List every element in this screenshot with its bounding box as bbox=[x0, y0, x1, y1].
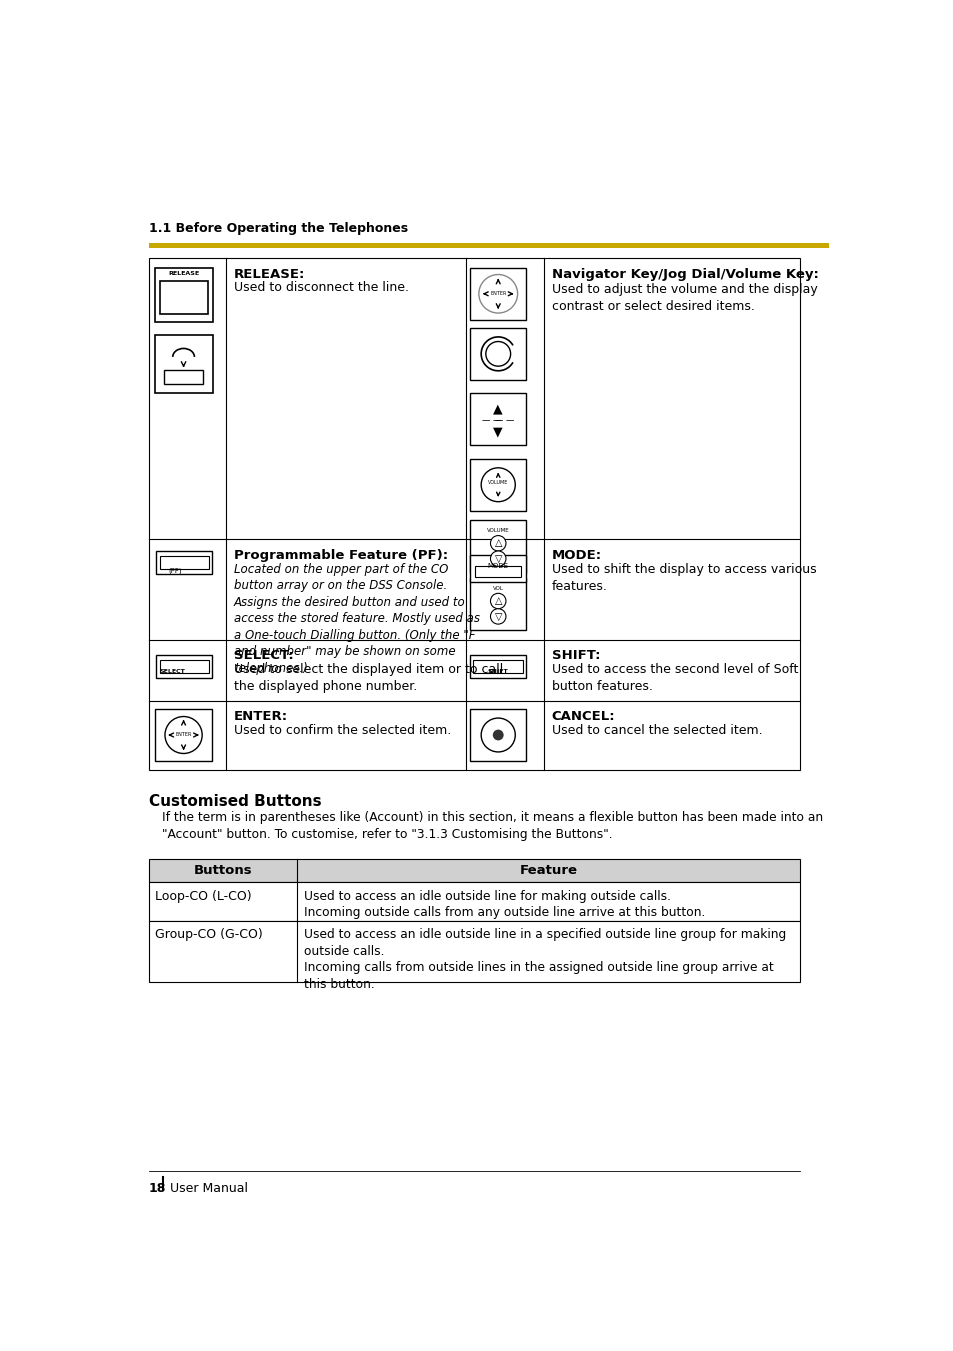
Text: Used to cancel the selected item.: Used to cancel the selected item. bbox=[551, 724, 761, 738]
Text: Used to confirm the selected item.: Used to confirm the selected item. bbox=[233, 724, 451, 738]
Text: ENTER: ENTER bbox=[490, 292, 506, 296]
Bar bbox=[149, 859, 799, 882]
Text: ENTER: ENTER bbox=[175, 732, 192, 738]
Text: Used to access an idle outside line for making outside calls.
Incoming outside c: Used to access an idle outside line for … bbox=[303, 890, 704, 919]
Circle shape bbox=[490, 609, 505, 624]
Bar bbox=[475, 566, 521, 577]
Bar bbox=[470, 393, 525, 446]
Text: RELEASE:: RELEASE: bbox=[233, 267, 305, 281]
Bar bbox=[156, 655, 212, 678]
Circle shape bbox=[490, 593, 505, 609]
Bar bbox=[164, 370, 203, 384]
Text: CANCEL:: CANCEL: bbox=[551, 711, 615, 723]
Circle shape bbox=[478, 274, 517, 313]
Text: ▽: ▽ bbox=[494, 612, 501, 621]
Bar bbox=[159, 281, 208, 313]
Bar bbox=[470, 458, 525, 511]
Circle shape bbox=[490, 535, 505, 551]
Text: Buttons: Buttons bbox=[193, 865, 253, 877]
Bar bbox=[470, 555, 525, 582]
Bar bbox=[154, 267, 213, 322]
Bar bbox=[149, 882, 799, 920]
Text: ▽: ▽ bbox=[494, 554, 501, 563]
Bar bbox=[156, 551, 212, 574]
Text: ▼: ▼ bbox=[493, 426, 502, 439]
Bar bbox=[473, 659, 522, 673]
Bar bbox=[470, 520, 525, 573]
Text: (PF): (PF) bbox=[168, 567, 181, 574]
Text: Located on the upper part of the CO
button array or on the DSS Console.
Assigns : Located on the upper part of the CO butt… bbox=[233, 562, 479, 674]
Circle shape bbox=[485, 342, 510, 366]
Text: If the term is in parentheses like (Account) in this section, it means a flexibl: If the term is in parentheses like (Acco… bbox=[162, 811, 822, 842]
Text: Used to select the displayed item or to call
the displayed phone number.: Used to select the displayed item or to … bbox=[233, 662, 502, 693]
Bar bbox=[149, 920, 799, 982]
Text: Programmable Feature (PF):: Programmable Feature (PF): bbox=[233, 549, 448, 562]
Text: RELEASE: RELEASE bbox=[168, 272, 199, 277]
Bar bbox=[470, 267, 525, 320]
Bar bbox=[154, 335, 213, 393]
Text: VOLUME: VOLUME bbox=[486, 528, 509, 532]
Text: — —: — — bbox=[482, 416, 501, 426]
Text: 1.1 Before Operating the Telephones: 1.1 Before Operating the Telephones bbox=[149, 222, 407, 235]
Bar bbox=[470, 655, 525, 678]
Text: Used to access an idle outside line in a specified outside line group for making: Used to access an idle outside line in a… bbox=[303, 928, 785, 990]
Text: △: △ bbox=[494, 596, 501, 607]
Text: Used to access the second level of Soft
button features.: Used to access the second level of Soft … bbox=[551, 662, 798, 693]
Text: Group-CO (G-CO): Group-CO (G-CO) bbox=[154, 928, 262, 942]
Text: VOLUME: VOLUME bbox=[488, 480, 508, 485]
Bar bbox=[159, 659, 209, 673]
Circle shape bbox=[165, 716, 202, 754]
Text: Navigator Key/Jog Dial/Volume Key:: Navigator Key/Jog Dial/Volume Key: bbox=[551, 267, 818, 281]
Circle shape bbox=[490, 551, 505, 566]
Bar bbox=[470, 709, 525, 761]
Bar bbox=[149, 243, 828, 249]
Bar bbox=[159, 555, 209, 570]
Text: Feature: Feature bbox=[519, 865, 577, 877]
Text: User Manual: User Manual bbox=[170, 1182, 248, 1196]
Text: ▲: ▲ bbox=[493, 403, 502, 415]
Text: — —: — — bbox=[495, 416, 514, 426]
Text: SELECT:: SELECT: bbox=[233, 648, 294, 662]
Bar bbox=[470, 578, 525, 631]
Text: 18: 18 bbox=[149, 1182, 166, 1196]
Text: VOL: VOL bbox=[493, 585, 503, 590]
Bar bbox=[154, 709, 212, 761]
Text: Loop-CO (L-CO): Loop-CO (L-CO) bbox=[154, 890, 252, 902]
Text: SHIFT:: SHIFT: bbox=[551, 648, 599, 662]
Text: Used to disconnect the line.: Used to disconnect the line. bbox=[233, 281, 409, 295]
Text: ENTER:: ENTER: bbox=[233, 711, 288, 723]
Text: SELECT: SELECT bbox=[159, 669, 185, 674]
Bar bbox=[470, 328, 525, 380]
Text: SHIFT: SHIFT bbox=[487, 669, 508, 674]
Circle shape bbox=[480, 719, 515, 753]
Text: MODE:: MODE: bbox=[551, 549, 601, 562]
Text: MODE: MODE bbox=[487, 562, 508, 569]
Circle shape bbox=[480, 467, 515, 501]
Bar bbox=[149, 258, 799, 770]
Text: Used to adjust the volume and the display
contrast or select desired items.: Used to adjust the volume and the displa… bbox=[551, 282, 817, 313]
Text: Used to shift the display to access various
features.: Used to shift the display to access vari… bbox=[551, 562, 816, 593]
Text: △: △ bbox=[494, 538, 501, 549]
Circle shape bbox=[493, 730, 503, 740]
Text: Customised Buttons: Customised Buttons bbox=[149, 793, 321, 808]
